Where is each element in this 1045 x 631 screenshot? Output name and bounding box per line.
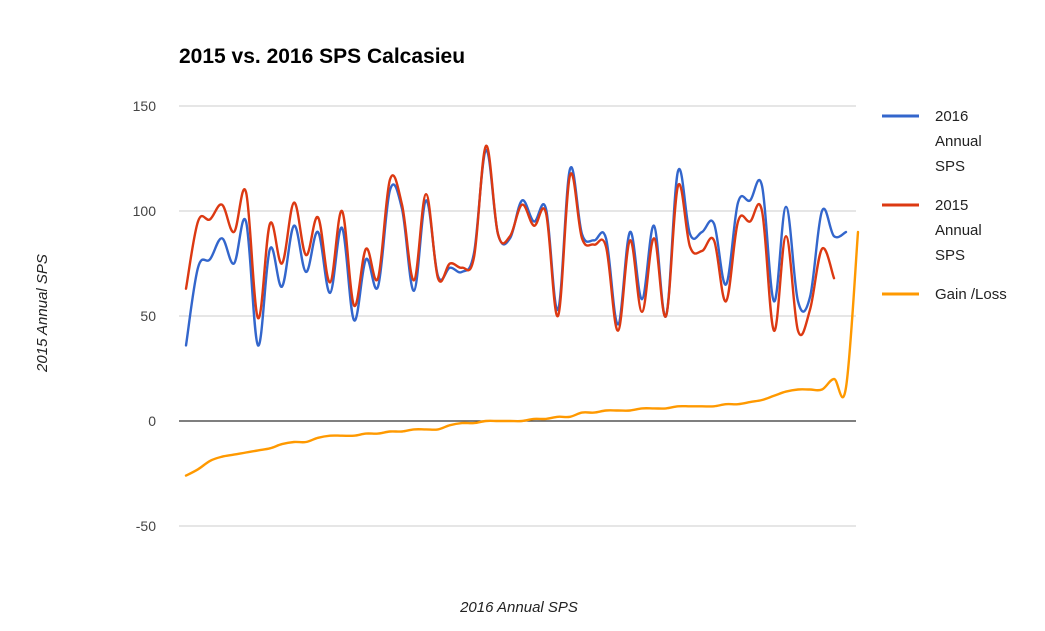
y-tick-label: 100 <box>133 203 157 219</box>
legend-label-2016-annual-sps: SPS <box>935 158 965 175</box>
y-tick-label: 150 <box>133 98 157 114</box>
x-axis-title: 2016 Annual SPS <box>459 599 578 616</box>
legend-label-2015-annual-sps: Annual <box>935 222 982 239</box>
y-tick-label: 50 <box>140 308 156 324</box>
y-tick-label: 0 <box>148 413 156 429</box>
series-line-gain-loss <box>184 230 860 477</box>
chart-title: 2015 vs. 2016 SPS Calcasieu <box>179 45 465 68</box>
legend-label-2016-annual-sps: Annual <box>935 133 982 150</box>
y-tick-label: -50 <box>136 518 156 534</box>
y-axis-ticks: 150 100 50 0 -50 <box>133 98 157 534</box>
legend-label-2015-annual-sps: 2015 <box>935 197 968 214</box>
legend-label-gain-loss: Gain /Loss <box>935 286 1007 303</box>
series-line-2016-annual-sps <box>184 148 848 347</box>
legend-label-2016-annual-sps: 2016 <box>935 108 968 125</box>
series-lines <box>184 144 860 477</box>
series-line-2015-annual-sps <box>184 144 836 337</box>
legend-label-2015-annual-sps: SPS <box>935 247 965 264</box>
legend: 2016 Annual SPS 2015 Annual SPS Gain /Loss <box>882 108 1007 303</box>
gridlines <box>179 105 856 527</box>
y-axis-title: 2015 Annual SPS <box>34 254 51 373</box>
